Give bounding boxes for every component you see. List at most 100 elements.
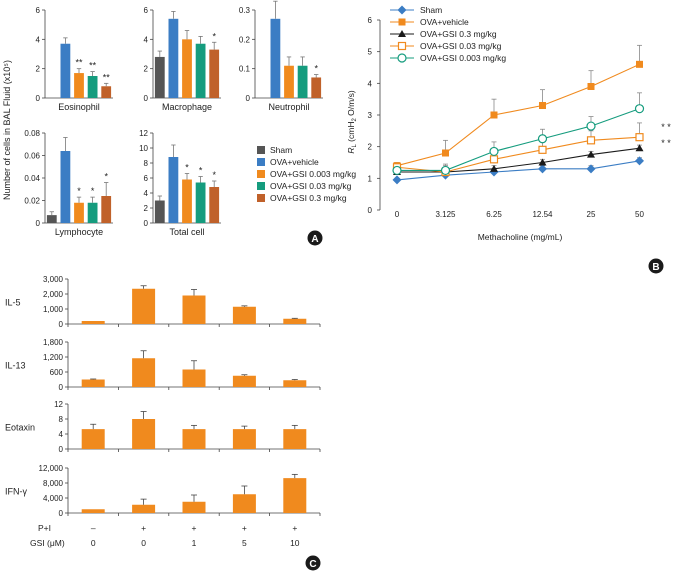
legend-label: OVA+GSI 0.3 mg/kg — [270, 193, 347, 203]
subplot-title: Neutrophil — [268, 102, 309, 112]
x-tick-label: 50 — [635, 210, 644, 219]
y-tick-label: 0.2 — [239, 35, 251, 44]
bar — [101, 86, 111, 98]
pi-value: – — [91, 523, 96, 533]
bar — [88, 76, 98, 98]
bar — [47, 215, 57, 223]
gsi-value: 5 — [242, 538, 247, 548]
bar — [196, 44, 206, 98]
bar — [82, 429, 105, 449]
legend-label: OVA+GSI 0.003 mg/kg — [270, 169, 356, 179]
y-tick-label: 4,000 — [43, 494, 64, 503]
bar — [132, 289, 155, 324]
data-point — [490, 147, 498, 155]
condition-label: P+I — [38, 523, 51, 533]
data-point — [636, 144, 644, 151]
legend-marker — [399, 43, 406, 50]
significance-mark: * — [314, 64, 318, 74]
bar — [169, 19, 179, 98]
y-tick-label: 0 — [59, 320, 64, 329]
pi-value: + — [292, 523, 297, 533]
bar — [182, 39, 192, 98]
y-tick-label: 1,000 — [43, 305, 64, 314]
row-label: IFN-γ — [5, 487, 27, 497]
y-tick-label: 0.08 — [24, 129, 40, 138]
data-point — [491, 156, 498, 163]
y-tick-label: 10 — [139, 144, 148, 153]
gsi-value: 10 — [290, 538, 300, 548]
legend-marker — [399, 19, 406, 26]
y-tick-label: 8 — [144, 159, 149, 168]
pi-value: + — [192, 523, 197, 533]
y-tick-label: 0.02 — [24, 197, 40, 206]
bar — [61, 151, 71, 223]
y-tick-label: 2 — [36, 65, 41, 74]
bar — [283, 429, 306, 449]
bar — [132, 505, 155, 513]
bar — [183, 370, 206, 388]
y-tick-label: 8,000 — [43, 479, 64, 488]
legend-swatch — [257, 146, 265, 154]
data-point — [587, 164, 596, 173]
bar — [101, 196, 111, 223]
y-tick-label: 0 — [36, 94, 41, 103]
bar — [209, 50, 219, 98]
panel-a-subplot: 0 0.1 0.2 0.3 * Neutrophil — [239, 1, 323, 112]
y-tick-label: 6 — [368, 16, 373, 25]
y-tick-label: 0.1 — [239, 65, 251, 74]
data-point — [539, 102, 546, 109]
bar — [155, 57, 165, 98]
subplot-title: Total cell — [169, 227, 204, 237]
gsi-value: 0 — [141, 538, 146, 548]
data-point — [393, 166, 401, 174]
bar — [132, 419, 155, 449]
legend-label: OVA+GSI 0.03 mg/kg — [270, 181, 352, 191]
significance-mark: ** — [103, 72, 111, 82]
y-tick-label: 4 — [59, 430, 64, 439]
y-tick-label: 0 — [144, 94, 149, 103]
panel-a-subplot: 0 0.02 0.04 0.06 0.08 * * * Lymphocyte — [24, 129, 113, 237]
y-tick-label: 0 — [368, 206, 373, 215]
y-tick-label: 5 — [368, 48, 373, 57]
bar — [283, 380, 306, 387]
gsi-value: 1 — [192, 538, 197, 548]
panel-a: 0246** ****Eosinophil0246*Macrophage00.10… — [2, 1, 356, 245]
x-tick-label: 0 — [395, 210, 400, 219]
bar — [233, 307, 256, 324]
bar — [183, 429, 206, 449]
y-tick-label: 0 — [144, 219, 149, 228]
legend-marker — [398, 6, 407, 15]
legend-swatch — [257, 170, 265, 178]
y-tick-label: 1 — [368, 174, 373, 183]
panel-c-subplot: 06001,2001,800IL-13 — [5, 338, 320, 392]
row-label: IL-13 — [5, 361, 26, 371]
y-tick-label: 4 — [368, 79, 373, 88]
panel-label: A — [311, 234, 318, 245]
row-label: Eotaxin — [5, 423, 35, 433]
y-axis-label-part: O/m/s) — [346, 90, 356, 118]
y-tick-label: 4 — [144, 189, 149, 198]
bar — [233, 494, 256, 513]
data-point — [636, 61, 643, 68]
y-tick-label: 4 — [36, 35, 41, 44]
y-tick-label: 3 — [368, 111, 373, 120]
y-tick-label: 0.04 — [24, 174, 40, 183]
legend-swatch — [257, 158, 265, 166]
bar — [233, 376, 256, 387]
bar — [82, 321, 105, 324]
y-tick-label: 6 — [144, 174, 149, 183]
subplot-title: Macrophage — [162, 102, 212, 112]
data-point — [442, 166, 450, 174]
bar — [196, 183, 206, 224]
y-tick-label: 12 — [54, 400, 63, 409]
bar — [311, 77, 321, 98]
data-point — [442, 150, 449, 157]
pi-value: + — [141, 523, 146, 533]
x-tick-label: 3.125 — [435, 210, 456, 219]
bar — [74, 73, 84, 98]
y-tick-label: 0 — [246, 94, 251, 103]
y-tick-label: 1,200 — [43, 353, 64, 362]
panel-c-subplot: 0 4 8 12 Eotaxin — [5, 400, 320, 454]
y-tick-label: 6 — [144, 6, 149, 15]
y-tick-label: 2,000 — [43, 290, 64, 299]
